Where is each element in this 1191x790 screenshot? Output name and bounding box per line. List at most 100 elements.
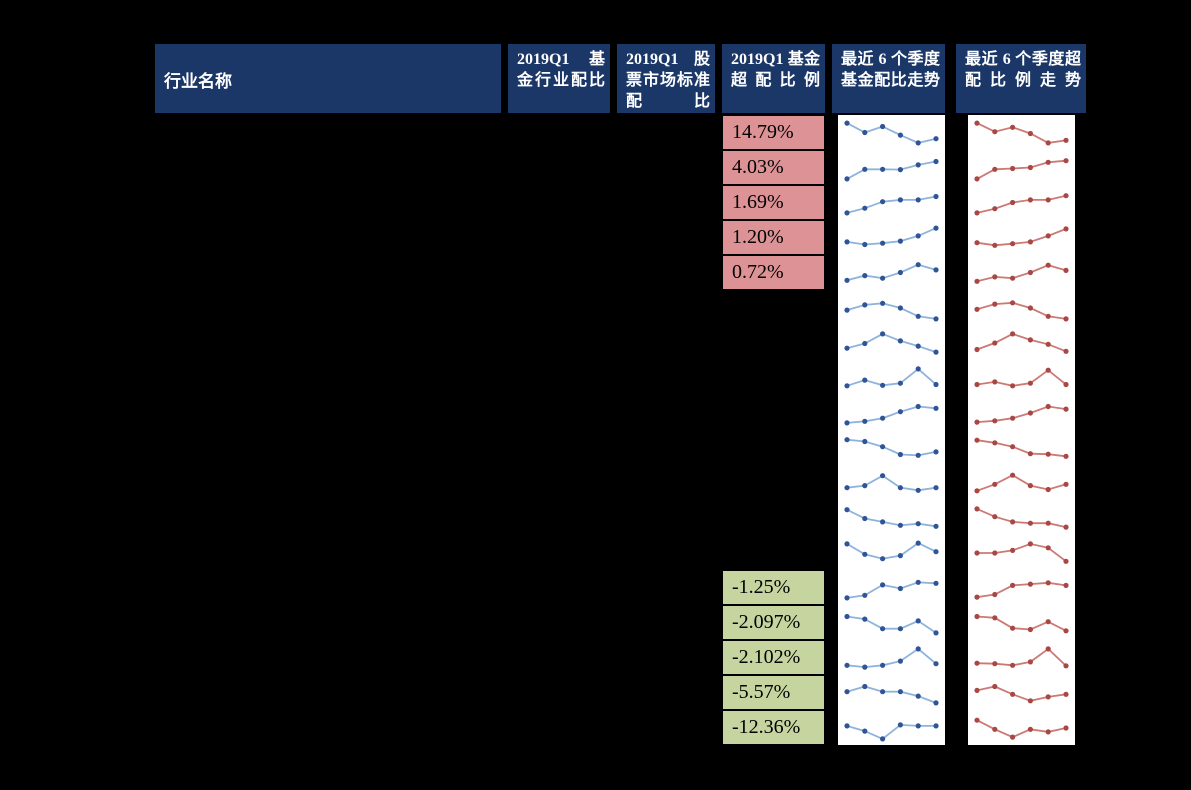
over-trend-sparkline	[974, 367, 1069, 389]
over-trend-sparkline	[974, 262, 1069, 284]
fund-trend-cell	[832, 325, 945, 360]
industry-name-cell	[155, 115, 715, 150]
over-trend-sparkline	[974, 717, 1069, 740]
column-divider	[825, 115, 832, 150]
column-divider	[715, 430, 722, 465]
column-divider	[715, 360, 722, 395]
column-divider	[715, 535, 722, 570]
table-row	[155, 395, 1086, 430]
over-ratio-column-cell: 1.69%	[722, 185, 825, 220]
column-header-fund-allocation: 2019Q1 基金行业配比	[508, 44, 610, 113]
over-trend-sparkline	[974, 331, 1069, 354]
table-row	[155, 500, 1086, 535]
column-divider	[945, 220, 956, 255]
table-row: -5.57%	[155, 675, 1086, 710]
over-trend-sparkline	[974, 437, 1069, 459]
fund-trend-sparkline	[844, 646, 939, 670]
column-divider	[715, 395, 722, 430]
column-divider	[825, 430, 832, 465]
fund-trend-cell	[832, 640, 945, 675]
industry-name-cell	[155, 395, 715, 430]
fund-trend-sparkline	[844, 225, 939, 248]
over-ratio-value: 1.69%	[722, 185, 825, 220]
over-trend-cell	[956, 255, 1086, 290]
fund-trend-plot-area	[838, 115, 945, 150]
fund-trend-cell	[832, 570, 945, 605]
fund-trend-cell	[832, 150, 945, 185]
fund-trend-cell	[832, 255, 945, 290]
column-divider	[825, 360, 832, 395]
column-divider	[825, 465, 832, 500]
industry-name-cell	[155, 500, 715, 535]
column-divider	[945, 430, 956, 465]
over-trend-plot-area	[968, 535, 1075, 570]
column-divider	[825, 640, 832, 675]
industry-name-cell	[155, 570, 715, 605]
over-ratio-value: -2.102%	[722, 640, 825, 675]
column-divider	[715, 325, 722, 360]
table-row: 1.20%	[155, 220, 1086, 255]
industry-name-cell	[155, 605, 715, 640]
fund-trend-cell	[832, 710, 945, 745]
over-trend-cell	[956, 395, 1086, 430]
fund-trend-cell	[832, 360, 945, 395]
over-ratio-column-cell: -2.102%	[722, 640, 825, 675]
column-divider	[945, 150, 956, 185]
column-header-fund-trend: 最近 6 个季度基金配比走势	[832, 44, 945, 113]
fund-trend-cell	[832, 395, 945, 430]
fund-trend-cell	[832, 675, 945, 710]
over-trend-plot-area	[968, 430, 1075, 465]
over-ratio-column-cell: 4.03%	[722, 150, 825, 185]
table-header-row: 行业名称 2019Q1 基金行业配比 2019Q1 股票市场标准配比 2019Q…	[155, 44, 1086, 113]
fund-trend-cell	[832, 220, 945, 255]
over-trend-sparkline	[974, 472, 1069, 494]
column-divider	[945, 255, 956, 290]
fund-trend-plot-area	[838, 220, 945, 255]
over-trend-cell	[956, 675, 1086, 710]
industry-name-cell	[155, 360, 715, 395]
column-divider	[715, 465, 722, 500]
over-trend-sparkline	[974, 120, 1069, 146]
over-ratio-column-cell	[722, 500, 825, 535]
industry-name-cell	[155, 220, 715, 255]
over-ratio-column-cell: 1.20%	[722, 220, 825, 255]
over-trend-plot-area	[968, 185, 1075, 220]
over-trend-sparkline	[974, 403, 1069, 425]
table-row	[155, 290, 1086, 325]
table-row	[155, 430, 1086, 465]
over-trend-cell	[956, 220, 1086, 255]
header-divider	[501, 44, 508, 113]
over-ratio-value: 4.03%	[722, 150, 825, 185]
over-trend-plot-area	[968, 290, 1075, 325]
over-ratio-value: 1.20%	[722, 220, 825, 255]
fund-trend-plot-area	[838, 395, 945, 430]
fund-trend-plot-area	[838, 290, 945, 325]
header-divider	[825, 44, 832, 113]
over-ratio-column-cell	[722, 430, 825, 465]
column-header-market-standard-allocation: 2019Q1 股票市场标准配比	[617, 44, 715, 113]
over-trend-plot-area	[968, 325, 1075, 360]
fund-trend-plot-area	[838, 465, 945, 500]
column-divider	[715, 570, 722, 605]
header-divider	[945, 44, 956, 113]
fund-trend-sparkline	[844, 262, 939, 283]
table-row	[155, 535, 1086, 570]
table-row	[155, 325, 1086, 360]
fund-trend-plot-area	[838, 710, 945, 745]
column-divider	[715, 710, 722, 745]
column-divider	[945, 570, 956, 605]
column-divider	[825, 255, 832, 290]
over-trend-plot-area	[968, 500, 1075, 535]
over-ratio-column-cell: -2.097%	[722, 605, 825, 640]
column-divider	[715, 150, 722, 185]
over-ratio-value: -5.57%	[722, 675, 825, 710]
column-divider	[715, 220, 722, 255]
over-trend-sparkline	[974, 226, 1069, 248]
column-divider	[825, 220, 832, 255]
industry-name-cell	[155, 255, 715, 290]
over-trend-sparkline	[974, 683, 1069, 704]
column-divider	[715, 255, 722, 290]
column-divider	[825, 675, 832, 710]
column-divider	[945, 640, 956, 675]
